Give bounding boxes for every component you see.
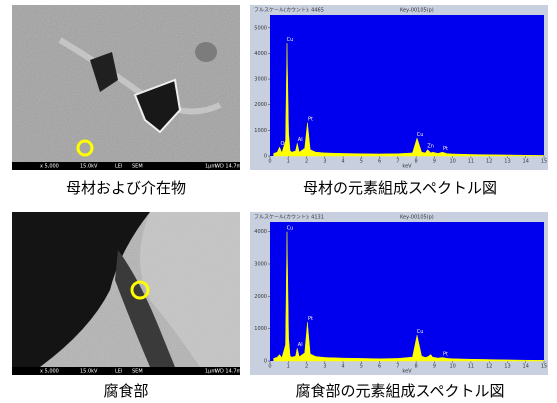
x-tick-label: 12 [486, 159, 492, 165]
sem-image-corrosion [12, 212, 240, 375]
chart-title: フルスケール(カウント): 4465 [254, 7, 324, 14]
x-tick-label: 11 [468, 364, 474, 370]
x-tick-label: 11 [468, 159, 474, 165]
peak-label: Cu [417, 329, 424, 335]
x-tick-label: 13 [504, 364, 510, 370]
x-tick-label: 8 [415, 364, 418, 370]
y-tick-label: 3000 [254, 77, 267, 83]
y-tick-label: 0 [264, 154, 267, 160]
x-tick-label: 15 [541, 364, 547, 370]
x-tick-label: 14 [523, 364, 529, 370]
x-tick-label: 5 [360, 364, 363, 370]
sem-image-base [12, 5, 240, 170]
x-tick-label: 10 [449, 364, 455, 370]
x-tick-label: 6 [378, 159, 381, 165]
sem-info: x 5,000 [40, 369, 59, 375]
y-tick-label: 3000 [254, 262, 267, 268]
peak-label: Pt [308, 117, 313, 123]
y-tick-label: 0 [264, 359, 267, 365]
x-tick-label: 7 [396, 364, 399, 370]
peak-label: Pt [443, 146, 448, 152]
page: body { margin: 0; width: 557px; height: … [0, 0, 557, 403]
x-tick-label: 3 [323, 159, 326, 165]
plot-area [270, 222, 544, 361]
figure: 母材および介在物 母材の元素組成スペクトル図 腐食部 腐食部の元素組成スペクトル… [0, 0, 557, 403]
peak-label: Cu [287, 37, 294, 43]
caption: 母材の元素組成スペクトル図 [303, 179, 497, 197]
x-tick-label: 7 [396, 159, 399, 165]
x-tick-label: 10 [449, 159, 455, 165]
y-tick-label: 4000 [254, 51, 267, 57]
plot-area [270, 15, 544, 156]
sem-info: x 5,000 [40, 164, 59, 170]
caption: 腐食部の元素組成スペクトル図 [296, 382, 505, 400]
y-tick-label: 2000 [254, 294, 267, 300]
x-tick-label: 8 [415, 159, 418, 165]
x-axis-label: keV [402, 164, 412, 170]
peak-label: Zn [427, 144, 434, 150]
x-tick-label: 2 [305, 159, 308, 165]
x-tick-label: 1 [287, 364, 290, 370]
y-tick-label: 5000 [254, 25, 267, 31]
x-tick-label: 3 [323, 364, 326, 370]
sem-info: SEM [132, 164, 143, 170]
peak-label: Cu [417, 132, 424, 138]
peak-label: Al [298, 342, 303, 348]
x-tick-label: 9 [433, 364, 436, 370]
x-tick-label: 15 [541, 159, 547, 165]
x-tick-label: 9 [433, 159, 436, 165]
sem-info: 15.0kV [80, 369, 98, 375]
x-tick-label: 14 [523, 159, 529, 165]
sem-info: WD 14.7mm [215, 164, 246, 170]
x-tick-label: 4 [341, 159, 344, 165]
peak-label: O [281, 141, 285, 147]
x-tick-label: 6 [378, 364, 381, 370]
x-tick-label: 0 [268, 159, 271, 165]
chart-subtitle: Key-00105(p) [400, 215, 434, 221]
x-axis-label: keV [402, 369, 412, 375]
y-tick-label: 2000 [254, 102, 267, 108]
peak-label: Pt [443, 351, 448, 357]
chart-subtitle: Key-00105(p) [400, 8, 434, 14]
peak-label: Cu [287, 226, 294, 232]
x-tick-label: 2 [305, 364, 308, 370]
x-tick-label: 5 [360, 159, 363, 165]
sem-info: 15.0kV [80, 164, 98, 170]
y-tick-label: 1000 [254, 326, 267, 332]
caption: 腐食部 [103, 382, 148, 400]
x-tick-label: 12 [486, 364, 492, 370]
y-tick-label: 1000 [254, 128, 267, 134]
y-tick-label: 4000 [254, 229, 267, 235]
x-tick-label: 13 [504, 159, 510, 165]
x-tick-label: 4 [341, 364, 344, 370]
x-tick-label: 1 [287, 159, 290, 165]
peak-label: Pt [308, 316, 313, 322]
peak-label: Al [298, 137, 303, 143]
caption: 母材および介在物 [66, 179, 186, 197]
chart-title: フルスケール(カウント): 4131 [254, 214, 324, 221]
sem-info: WD 14.7mm [215, 369, 246, 375]
body: {"images": [ {"info": ["x 5,000", "15.0k… [0, 0, 557, 403]
sem-info: SEM [132, 369, 143, 375]
sem-info: LEI [115, 164, 122, 170]
x-tick-label: 0 [268, 364, 271, 370]
sem-info: LEI [115, 369, 122, 375]
